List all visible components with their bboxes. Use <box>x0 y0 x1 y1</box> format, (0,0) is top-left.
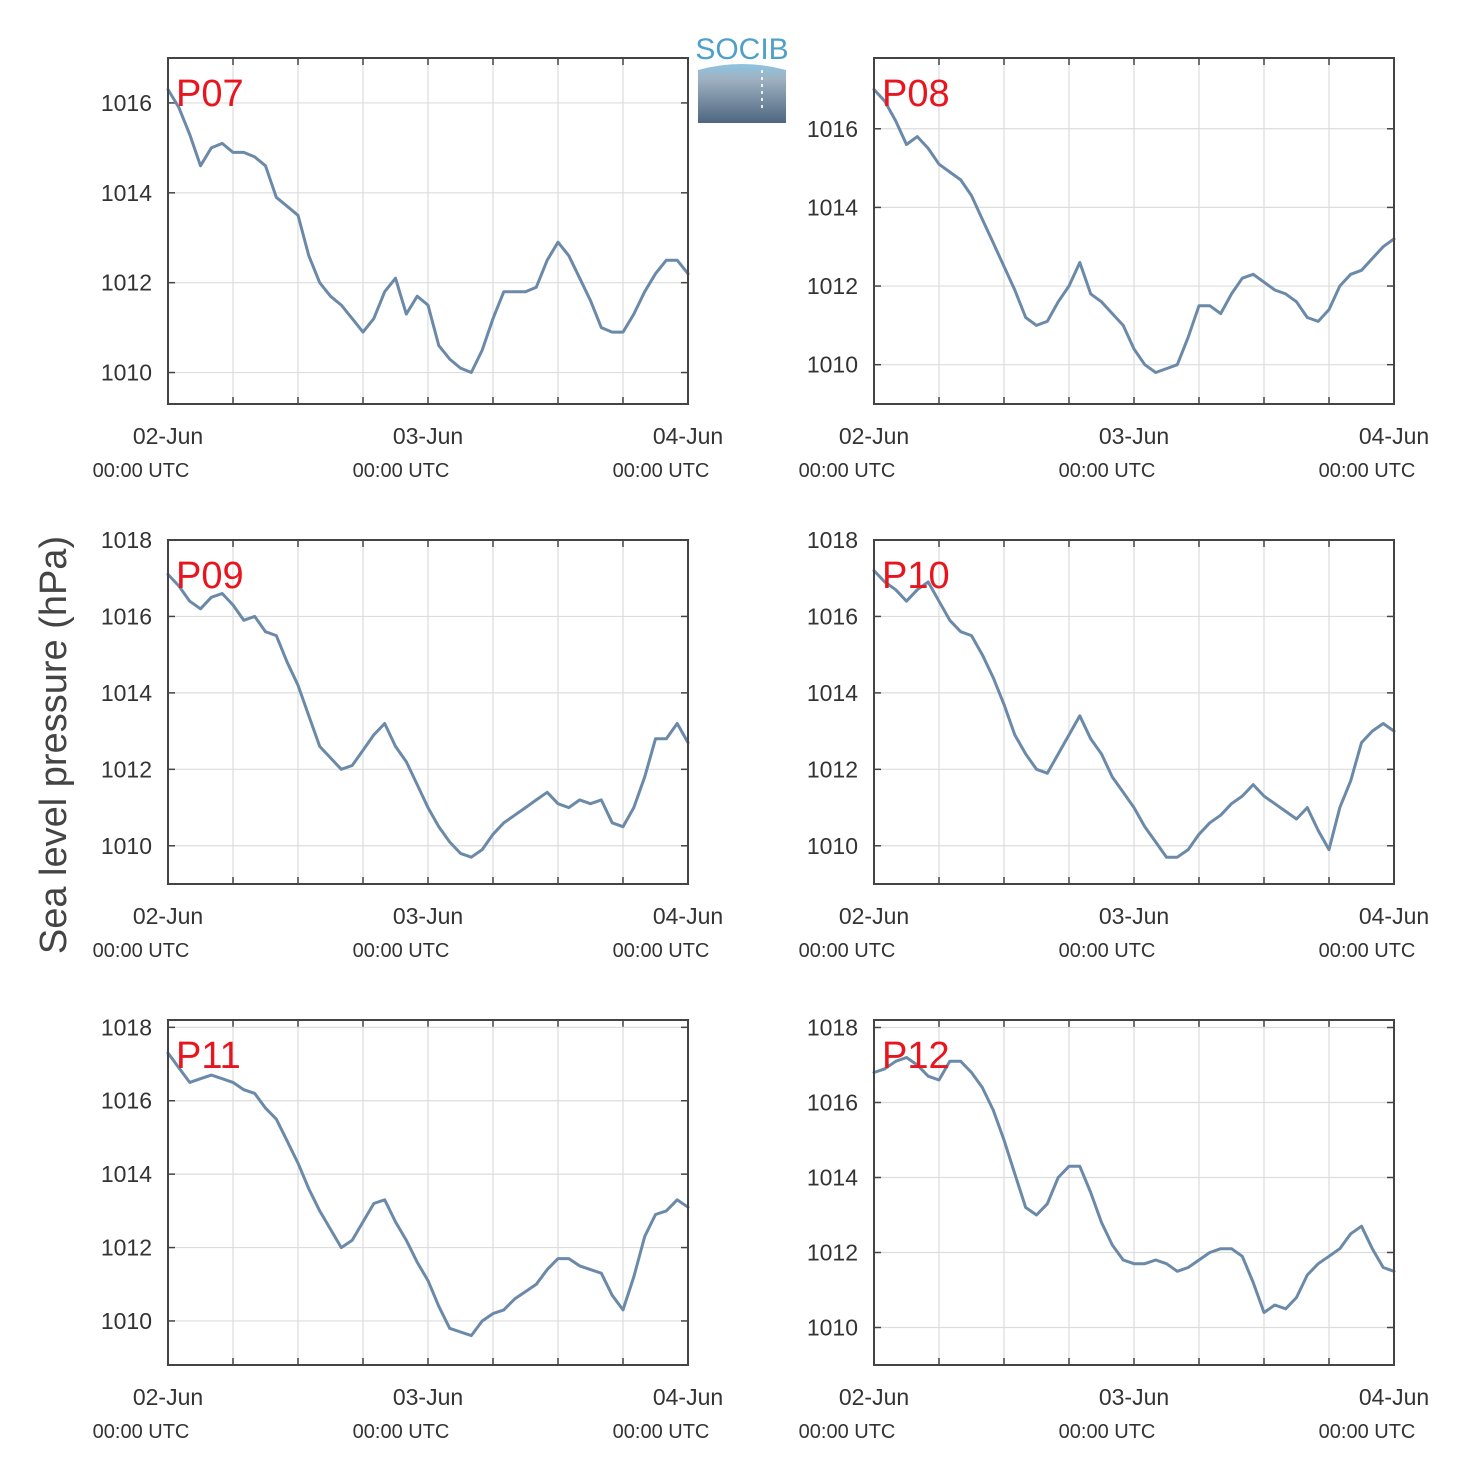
x-tick-label: 04-Jun <box>1359 903 1429 929</box>
x-tick-sublabel: 00:00 UTC <box>1319 1421 1416 1443</box>
y-tick-label: 1016 <box>101 1088 152 1114</box>
plot-frame <box>873 539 1395 885</box>
chart-panel-p07: 1010 1012 1014 1016 02-Jun 00:00 UTC 03-Jun 00:… <box>93 57 723 482</box>
panel-title: P11 <box>176 1035 241 1077</box>
x-tick-label: 02-Jun <box>839 903 909 929</box>
y-tick-label: 1018 <box>101 1014 152 1040</box>
y-tick-label: 1010 <box>101 360 152 386</box>
x-tick-label: 03-Jun <box>393 423 463 449</box>
x-tick-label: 02-Jun <box>133 423 203 449</box>
x-tick-label: 04-Jun <box>1359 423 1429 449</box>
x-tick-sublabel: 00:00 UTC <box>93 460 190 482</box>
x-tick-label: 02-Jun <box>839 423 909 449</box>
x-tick-sublabel: 00:00 UTC <box>93 940 190 962</box>
y-tick-label: 1014 <box>101 680 152 706</box>
x-tick-sublabel: 00:00 UTC <box>353 460 450 482</box>
y-tick-label: 1012 <box>101 756 152 782</box>
y-tick-label: 1010 <box>807 352 858 378</box>
y-tick-label: 1016 <box>807 116 858 142</box>
y-tick-label: 1014 <box>807 194 858 220</box>
x-tick-label: 02-Jun <box>133 1384 203 1410</box>
y-axis-label: Sea level pressure (hPa) <box>33 536 75 954</box>
y-tick-label: 1012 <box>807 756 858 782</box>
chart-panel-p09: 1010 1012 1014 1016 1018 02-Jun 00:00 UTC 03-Ju… <box>93 527 724 962</box>
x-tick-sublabel: 00:00 UTC <box>1319 940 1416 962</box>
logo-text: SOCIB <box>695 33 788 66</box>
x-tick-label: 03-Jun <box>1099 1384 1169 1410</box>
x-tick-label: 03-Jun <box>393 903 463 929</box>
y-tick-label: 1012 <box>101 270 152 296</box>
x-tick-label: 03-Jun <box>1099 903 1169 929</box>
y-tick-label: 1010 <box>101 833 152 859</box>
y-tick-label: 1012 <box>807 1240 858 1266</box>
y-tick-label: 1016 <box>807 1090 858 1116</box>
y-tick-label: 1010 <box>807 1315 858 1341</box>
x-tick-sublabel: 00:00 UTC <box>353 1421 450 1443</box>
panel-title: P10 <box>882 555 950 597</box>
chart-panel-p12: 1010 1012 1014 1016 1018 02-Jun 00:00 UTC 03-Ju… <box>799 1015 1430 1444</box>
y-tick-label: 1018 <box>807 527 858 553</box>
series-line-p12 <box>872 1056 1396 1314</box>
x-tick-label: 04-Jun <box>653 1384 723 1410</box>
x-tick-label: 04-Jun <box>653 903 723 929</box>
x-tick-sublabel: 00:00 UTC <box>799 940 896 962</box>
x-tick-label: 03-Jun <box>393 1384 463 1410</box>
x-tick-label: 04-Jun <box>653 423 723 449</box>
y-tick-label: 1012 <box>101 1235 152 1261</box>
y-tick-label: 1014 <box>101 1161 152 1187</box>
y-tick-label: 1016 <box>101 90 152 116</box>
y-tick-label: 1018 <box>101 527 152 553</box>
panel-title: P07 <box>176 73 244 115</box>
x-tick-sublabel: 00:00 UTC <box>1059 460 1156 482</box>
y-tick-label: 1018 <box>807 1015 858 1041</box>
y-tick-label: 1012 <box>807 273 858 299</box>
socib-logo: SOCIB <box>695 33 789 123</box>
panel-title: P08 <box>882 73 950 115</box>
series-line-p08 <box>872 88 1396 374</box>
x-tick-label: 03-Jun <box>1099 423 1169 449</box>
x-tick-sublabel: 00:00 UTC <box>353 940 450 962</box>
panel-title: P09 <box>176 555 244 597</box>
logo-wave-icon <box>698 64 786 123</box>
plot-frame <box>873 1019 1395 1366</box>
x-tick-sublabel: 00:00 UTC <box>613 1421 710 1443</box>
series-line-p10 <box>872 569 1396 859</box>
chart-panel-p08: 1010 1012 1014 1016 02-Jun 00:00 UTC 03-Jun 00:… <box>799 57 1429 482</box>
y-tick-label: 1016 <box>807 603 858 629</box>
chart-panel-p11: 1010 1012 1014 1016 1018 02-Jun 00:00 UTC 03-Ju… <box>93 1014 724 1443</box>
y-tick-label: 1014 <box>807 1165 858 1191</box>
y-tick-label: 1016 <box>101 603 152 629</box>
y-tick-label: 1014 <box>101 180 152 206</box>
plot-frame <box>167 539 689 885</box>
y-tick-label: 1010 <box>101 1308 152 1334</box>
x-tick-sublabel: 00:00 UTC <box>1319 460 1416 482</box>
x-tick-sublabel: 00:00 UTC <box>799 1421 896 1443</box>
x-tick-label: 02-Jun <box>839 1384 909 1410</box>
x-tick-sublabel: 00:00 UTC <box>93 1421 190 1443</box>
x-tick-sublabel: 00:00 UTC <box>613 940 710 962</box>
x-tick-sublabel: 00:00 UTC <box>1059 940 1156 962</box>
x-tick-label: 04-Jun <box>1359 1384 1429 1410</box>
chart-panel-p10: 1010 1012 1014 1016 1018 02-Jun 00:00 UTC 03-Ju… <box>799 527 1430 962</box>
series-line-p11 <box>166 1051 690 1338</box>
plot-frame <box>167 57 689 405</box>
panel-title: P12 <box>882 1035 950 1077</box>
series-line-p07 <box>166 88 690 374</box>
y-tick-label: 1010 <box>807 833 858 859</box>
y-tick-label: 1014 <box>807 680 858 706</box>
x-tick-label: 02-Jun <box>133 903 203 929</box>
plot-frame <box>167 1019 689 1366</box>
x-tick-sublabel: 00:00 UTC <box>799 460 896 482</box>
x-tick-sublabel: 00:00 UTC <box>1059 1421 1156 1443</box>
series-line-p09 <box>166 572 690 859</box>
plot-frame <box>873 57 1395 405</box>
x-tick-sublabel: 00:00 UTC <box>613 460 710 482</box>
